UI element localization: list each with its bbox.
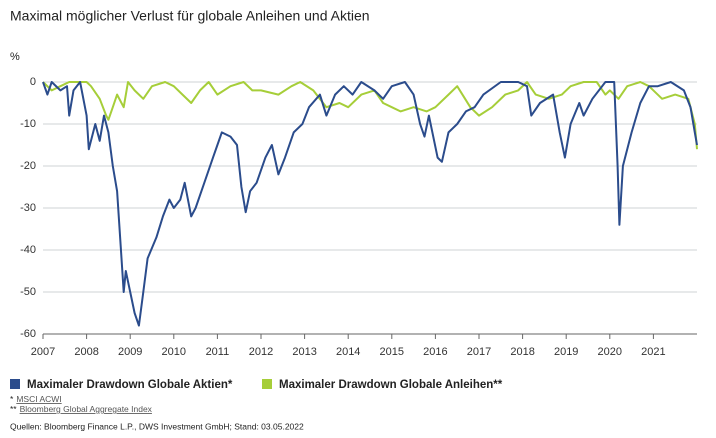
y-unit: % [10, 51, 20, 63]
footnote-mark: ** [10, 404, 17, 414]
series-line [42, 81, 698, 150]
legend-label: Maximaler Drawdown Globale Anleihen** [279, 379, 503, 391]
y-tick-label: -30 [20, 202, 36, 214]
legend-swatch [10, 379, 20, 389]
x-tick-label: 2007 [31, 346, 55, 358]
series-line [42, 81, 698, 327]
y-tick-label: -40 [20, 244, 36, 256]
footnote-text: Bloomberg Global Aggregate Index [20, 404, 153, 414]
x-tick-label: 2017 [467, 346, 491, 358]
x-tick-label: 2010 [162, 346, 186, 358]
footnote: * MSCI ACWI [10, 394, 62, 404]
legend-label: Maximaler Drawdown Globale Aktien* [27, 379, 233, 391]
y-tick-label: -10 [20, 118, 36, 130]
x-tick-label: 2008 [74, 346, 98, 358]
lines [42, 81, 698, 327]
x-tick-label: 2016 [423, 346, 447, 358]
y-tick-label: 0 [30, 76, 36, 88]
y-tick-label: -50 [20, 286, 36, 298]
x-tick-label: 2014 [336, 346, 360, 358]
x-tick-label: 2012 [249, 346, 273, 358]
x-tick-label: 2020 [598, 346, 622, 358]
y-tick-label: -60 [20, 328, 36, 340]
footnote-mark: * [10, 394, 14, 404]
x-tick-label: 2018 [510, 346, 534, 358]
legend: Maximaler Drawdown Globale Aktien* Maxima… [10, 379, 503, 391]
x-tick-label: 2021 [641, 346, 665, 358]
footnotes: * MSCI ACWI** Bloomberg Global Aggregate I… [10, 394, 153, 414]
x-tick-label: 2015 [380, 346, 404, 358]
legend-swatch [262, 379, 272, 389]
source: Quellen: Bloomberg Finance L.P., DWS Inv… [10, 421, 304, 431]
y-tick-label: -20 [20, 160, 36, 172]
x-tick-label: 2019 [554, 346, 578, 358]
x-tick-label: 2009 [118, 346, 142, 358]
footnote-text: MSCI ACWI [16, 394, 61, 404]
x-tick-label: 2013 [292, 346, 316, 358]
footnote: ** Bloomberg Global Aggregate Index [10, 404, 153, 414]
x-tick-label: 2011 [206, 346, 230, 358]
chart-title: Maximal möglicher Verlust für globale An… [10, 8, 370, 24]
grid: 0 -10 -20 -30 -40 -50 -60 2007 2008 2009 2010 2011 2… [20, 76, 697, 358]
